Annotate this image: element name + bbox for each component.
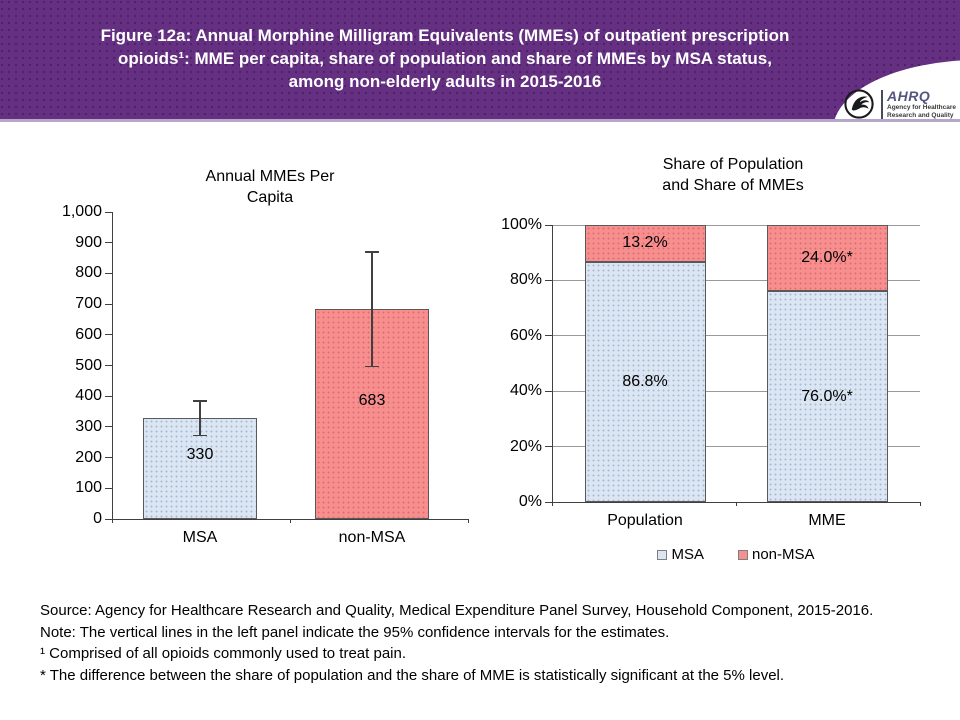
y-tick-label: 80% <box>509 271 542 289</box>
y-tick-label: 600 <box>75 325 102 343</box>
stack-segment-nonmsa <box>584 225 706 262</box>
y-tick <box>105 334 112 336</box>
logo-org-text: AHRQ <box>887 88 931 104</box>
footer-notes: Source: Agency for Healthcare Research a… <box>40 600 940 686</box>
error-bar-cap-bottom <box>193 434 207 437</box>
legend-label-msa: MSA <box>671 546 704 563</box>
x-tick <box>290 519 291 523</box>
y-tick-label: 100 <box>75 479 102 497</box>
y-tick <box>545 335 552 337</box>
error-bar-line <box>199 400 201 436</box>
y-axis-line <box>112 212 113 520</box>
error-bar-cap-top <box>193 400 207 402</box>
ahrq-logo: AHRQ Agency for Healthcare Research and … <box>843 88 960 119</box>
right-chart-title: Share of Population and Share of MMEs <box>583 154 883 196</box>
gridline <box>552 390 920 392</box>
legend-label-nonmsa: non-MSA <box>751 546 815 563</box>
y-tick <box>545 446 552 448</box>
right-chart-title-line2: and Share of MMEs <box>662 177 804 194</box>
gridline <box>552 279 920 281</box>
y-tick-label: 500 <box>75 356 102 374</box>
y-tick-label: 0 <box>93 510 102 527</box>
y-tick <box>105 395 112 397</box>
x-category-label: MSA <box>182 529 218 546</box>
y-tick-label: 300 <box>75 417 102 435</box>
footnote-asterisk: * The difference between the share of po… <box>40 666 785 684</box>
segment-value-label-nonmsa: 13.2% <box>622 234 668 252</box>
x-category-label: MME <box>808 512 846 529</box>
left-chart-title-line2: Capita <box>246 189 294 206</box>
y-tick <box>105 365 112 366</box>
figure-title-line2: opioids¹: MME per capita, share of popul… <box>118 49 772 68</box>
left-chart-title: Annual MMEs Per Capita <box>120 166 420 208</box>
bar-value-label: 330 <box>186 446 214 464</box>
x-tick <box>112 519 113 523</box>
right-chart-title-line1: Share of Population <box>662 156 804 173</box>
gridline <box>552 446 920 448</box>
stack-segment-msa <box>584 261 706 502</box>
y-tick <box>105 487 112 489</box>
y-tick <box>105 272 112 274</box>
segment-value-label-nonmsa: 24.0%* <box>801 249 853 267</box>
y-tick <box>105 303 112 305</box>
nonmsa-swatch-icon <box>737 549 748 560</box>
note-line: Note: The vertical lines in the left pan… <box>40 623 670 641</box>
segment-value-label-msa: 86.8% <box>622 372 668 390</box>
chart-legend: MSA non-MSA <box>552 546 920 563</box>
left-chart-title-line1: Annual MMEs Per <box>205 168 335 185</box>
x-tick <box>552 502 553 506</box>
source-line: Source: Agency for Healthcare Research a… <box>40 602 874 619</box>
y-tick <box>105 242 112 244</box>
x-tick <box>736 502 737 506</box>
y-tick-label: 700 <box>75 295 102 313</box>
x-category-label: non-MSA <box>338 529 406 546</box>
x-category-label: Population <box>607 512 683 529</box>
y-tick <box>105 211 112 213</box>
figure-title-line1: Figure 12a: Annual Morphine Milligram Eq… <box>100 26 790 45</box>
x-tick <box>920 502 921 506</box>
hhs-eagle-icon <box>844 89 874 119</box>
y-tick-label: 1,000 <box>61 203 102 220</box>
gridline <box>552 335 920 337</box>
y-tick <box>545 224 552 226</box>
y-tick-label: 900 <box>75 233 102 251</box>
legend-item-msa: MSA <box>657 546 704 563</box>
figure-title-line3: among non-elderly adults in 2015-2016 <box>288 72 602 91</box>
y-tick-label: 800 <box>75 264 102 282</box>
y-tick <box>545 390 552 392</box>
stack-segment-msa <box>766 291 888 502</box>
y-tick-label: 20% <box>509 437 542 455</box>
x-tick <box>468 519 469 523</box>
segment-value-label-msa: 76.0%* <box>801 387 853 405</box>
y-tick-label: 0% <box>518 493 542 510</box>
logo-tagline-line2: Research and Quality <box>887 111 954 119</box>
footnote-1: ¹ Comprised of all opioids commonly used… <box>40 645 407 662</box>
y-tick-label: 40% <box>509 382 542 400</box>
y-tick <box>105 518 112 520</box>
stack-segment-nonmsa <box>766 225 888 292</box>
y-axis-line <box>552 225 553 503</box>
error-bar-cap-top <box>365 251 379 253</box>
bar-value-label: 683 <box>358 392 386 410</box>
logo-tagline-line1: Agency for Healthcare <box>887 104 956 111</box>
legend-item-nonmsa: non-MSA <box>737 546 815 563</box>
y-tick <box>105 457 112 459</box>
error-bar-line <box>371 251 373 367</box>
y-tick <box>545 501 552 503</box>
y-tick <box>545 279 552 281</box>
y-tick <box>105 426 112 428</box>
y-tick-label: 60% <box>509 326 542 344</box>
error-bar-cap-bottom <box>365 365 379 368</box>
msa-swatch-icon <box>657 549 668 560</box>
logo-divider <box>881 90 883 119</box>
header-banner: Figure 12a: Annual Morphine Milligram Eq… <box>0 0 960 122</box>
y-tick-label: 400 <box>75 387 102 405</box>
y-tick-label: 200 <box>75 448 102 466</box>
gridline <box>552 224 920 226</box>
figure-title: Figure 12a: Annual Morphine Milligram Eq… <box>0 24 890 93</box>
y-tick-label: 100% <box>501 216 542 233</box>
